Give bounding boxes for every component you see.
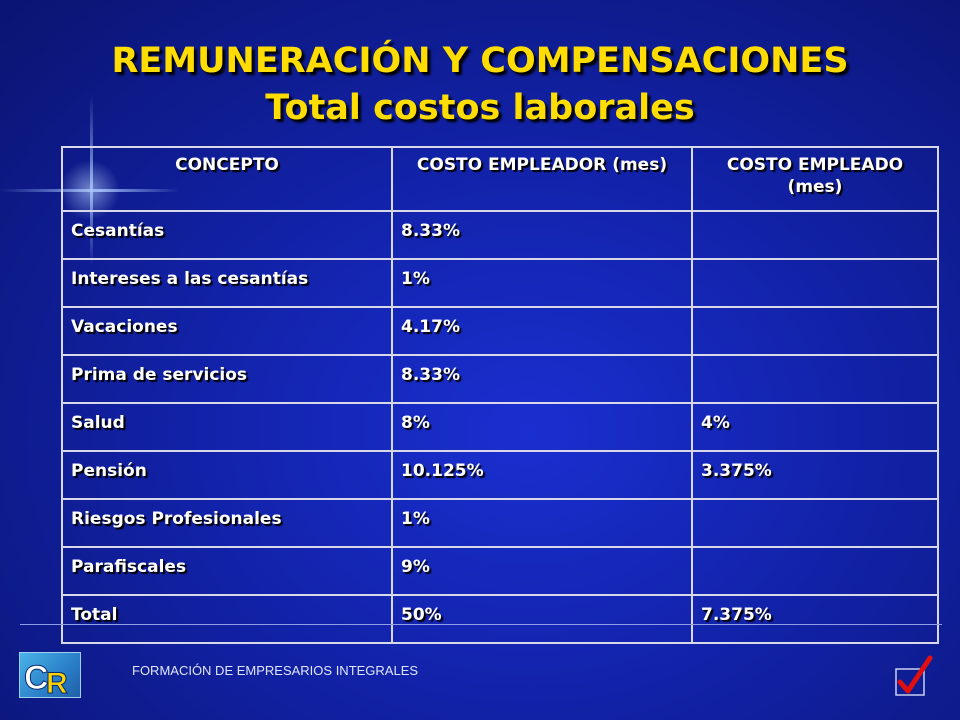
slide-title: REMUNERACIÓN Y COMPENSACIONES (111, 41, 849, 81)
cell-employee-cost (691, 210, 939, 260)
table-row: Parafiscales 9% (61, 546, 939, 596)
slide-subtitle: Total costos laborales (265, 88, 695, 128)
cell-employee-cost (691, 354, 939, 404)
svg-text:C: C (24, 659, 49, 697)
cell-concept: Total (61, 594, 393, 644)
cell-employee-cost (691, 258, 939, 308)
cell-employer-cost: 9% (391, 546, 693, 596)
cell-employer-cost: 8% (391, 402, 693, 452)
header-concepto: CONCEPTO (61, 146, 393, 212)
table-row-total: Total 50% 7.375% (61, 594, 939, 644)
cell-concept: Cesantías (61, 210, 393, 260)
cell-concept: Parafiscales (61, 546, 393, 596)
cell-employer-cost: 1% (391, 258, 693, 308)
cr-logo-icon: C R (19, 652, 81, 698)
table-row: Prima de servicios 8.33% (61, 354, 939, 404)
cell-concept: Riesgos Profesionales (61, 498, 393, 548)
cell-concept: Salud (61, 402, 393, 452)
cell-employer-cost: 50% (391, 594, 693, 644)
cell-employee-cost (691, 546, 939, 596)
cell-concept: Pensión (61, 450, 393, 500)
cell-employer-cost: 1% (391, 498, 693, 548)
table-row: Cesantías 8.33% (61, 210, 939, 260)
cell-employer-cost: 4.17% (391, 306, 693, 356)
labor-costs-table: CONCEPTO COSTO EMPLEADOR (mes) COSTO EMP… (61, 146, 939, 644)
cell-employee-cost (691, 306, 939, 356)
cell-employee-cost: 7.375% (691, 594, 939, 644)
svg-text:R: R (46, 667, 68, 697)
cell-employee-cost (691, 498, 939, 548)
table-row: Intereses a las cesantías 1% (61, 258, 939, 308)
cell-concept: Prima de servicios (61, 354, 393, 404)
footer-divider (20, 624, 942, 625)
table-row: Riesgos Profesionales 1% (61, 498, 939, 548)
cell-employer-cost: 10.125% (391, 450, 693, 500)
footer-text: FORMACIÓN DE EMPRESARIOS INTEGRALES (132, 663, 419, 678)
cell-concept: Vacaciones (61, 306, 393, 356)
cell-employer-cost: 8.33% (391, 354, 693, 404)
table-row: Vacaciones 4.17% (61, 306, 939, 356)
cell-employee-cost: 4% (691, 402, 939, 452)
header-costo-empleado: COSTO EMPLEADO (mes) (691, 146, 939, 212)
cell-employee-cost: 3.375% (691, 450, 939, 500)
table-row: Salud 8% 4% (61, 402, 939, 452)
table-header-row: CONCEPTO COSTO EMPLEADOR (mes) COSTO EMP… (61, 146, 939, 212)
checkmark-icon (893, 655, 933, 700)
cell-concept: Intereses a las cesantías (61, 258, 393, 308)
cell-employer-cost: 8.33% (391, 210, 693, 260)
header-costo-empleador: COSTO EMPLEADOR (mes) (391, 146, 693, 212)
table-row: Pensión 10.125% 3.375% (61, 450, 939, 500)
